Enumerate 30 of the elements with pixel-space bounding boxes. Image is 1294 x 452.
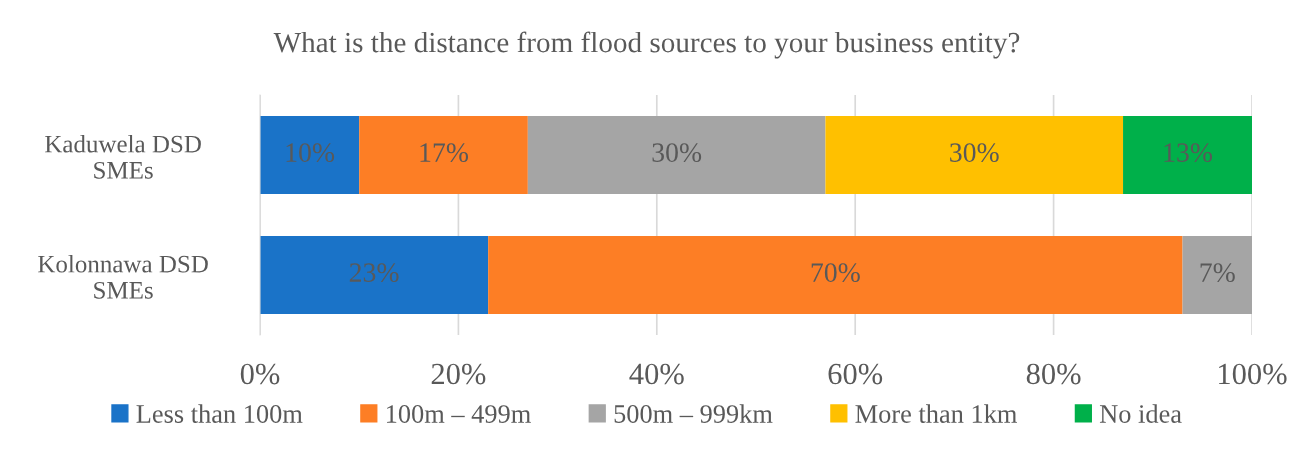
bar: [1182, 236, 1252, 314]
legend-label: More than 1km: [855, 404, 1017, 423]
bar: [488, 236, 1183, 314]
x-tick-label: 20%: [431, 363, 486, 385]
data-label: 70%: [811, 263, 860, 283]
x-tick-label: 100%: [1219, 363, 1287, 385]
y-tick-label: Kolonnawa DSD SMEs: [38, 254, 208, 299]
data-label: 17%: [420, 143, 469, 163]
legend-label: 100m – 499m: [386, 405, 531, 423]
data-label: 10%: [286, 143, 335, 163]
data-label: 30%: [652, 143, 702, 163]
legend-label: No idea: [1099, 404, 1182, 423]
x-tick-label: 60%: [828, 363, 883, 385]
x-tick-label: 80%: [1026, 363, 1081, 385]
legend-label: Less than 100m: [136, 404, 303, 423]
y-tick-label: Kaduwela DSD SMEs: [45, 134, 201, 179]
x-tick-label: 0%: [240, 363, 280, 385]
bar: [527, 116, 826, 194]
data-label: 23%: [349, 263, 399, 283]
chart-title: What is the distance from flood sources to your business entity?: [273, 31, 1020, 59]
bar: [1123, 116, 1252, 194]
legend-label: 500m – 999km: [614, 404, 773, 423]
data-label: 30%: [950, 143, 999, 163]
bar: [825, 116, 1124, 194]
x-tick-label: 40%: [629, 363, 684, 385]
bar: [260, 236, 489, 314]
bar: [359, 116, 528, 194]
data-label: 7%: [1200, 263, 1235, 283]
data-label: 13%: [1164, 143, 1213, 163]
bar: [260, 116, 360, 194]
